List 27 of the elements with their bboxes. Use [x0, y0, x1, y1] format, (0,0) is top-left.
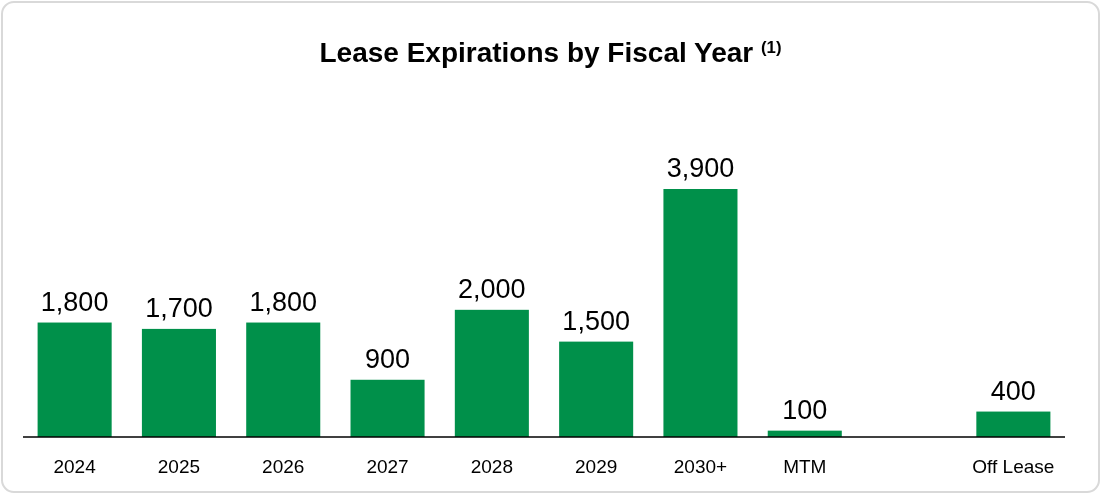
data-label: 1,700 — [145, 292, 213, 323]
data-label: 900 — [365, 343, 411, 374]
data-label: 100 — [782, 394, 828, 425]
bar — [559, 341, 634, 437]
x-tick-label: 2027 — [366, 456, 409, 477]
x-tick-label: 2026 — [262, 456, 305, 477]
bar — [454, 309, 529, 437]
x-tick-label: MTM — [783, 456, 827, 477]
chart-title: Lease Expirations by Fiscal Year $^{(1)}$ — [319, 37, 782, 68]
x-tick-label: 2025 — [157, 456, 201, 477]
bar — [37, 322, 112, 437]
bar — [976, 411, 1051, 437]
x-tick-label: 2029 — [575, 456, 618, 477]
data-label: 3,900 — [666, 153, 735, 183]
data-label: 400 — [990, 375, 1036, 406]
bar — [350, 379, 425, 437]
bar — [663, 189, 738, 437]
bar — [246, 322, 321, 437]
x-tick-label: Off Lease — [972, 456, 1055, 477]
data-label: 1,800 — [40, 286, 109, 317]
x-tick-label: 2028 — [470, 456, 513, 477]
data-label: 1,500 — [562, 305, 630, 336]
data-label: 2,000 — [458, 273, 526, 304]
bar — [141, 328, 216, 437]
x-tick-label: 2030+ — [673, 456, 728, 477]
data-label: 1,800 — [249, 286, 318, 317]
x-tick-label: 2024 — [53, 456, 97, 477]
